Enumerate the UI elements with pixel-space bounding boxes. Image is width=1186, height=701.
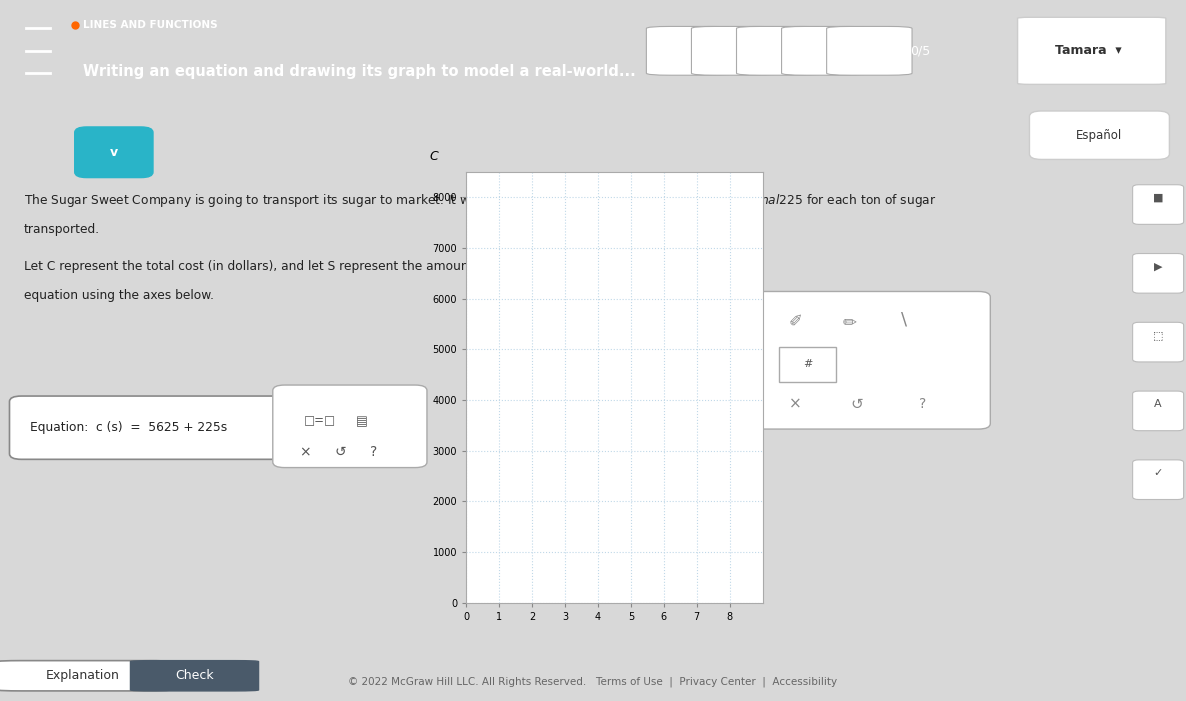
Text: ↺: ↺	[850, 397, 863, 411]
Text: ⬚: ⬚	[1153, 330, 1163, 341]
Text: ✏: ✏	[842, 313, 856, 331]
Text: C: C	[429, 150, 438, 163]
FancyBboxPatch shape	[273, 385, 427, 468]
FancyBboxPatch shape	[1133, 460, 1184, 500]
FancyBboxPatch shape	[753, 292, 990, 429]
Text: equation using the axes below.: equation using the axes below.	[24, 289, 213, 302]
Text: © 2022 McGraw Hill LLC. All Rights Reserved.   Terms of Use  |  Privacy Center  : © 2022 McGraw Hill LLC. All Rights Reser…	[349, 676, 837, 687]
FancyBboxPatch shape	[782, 27, 867, 75]
FancyBboxPatch shape	[130, 660, 259, 691]
Text: Writing an equation and drawing its graph to model a real-world...: Writing an equation and drawing its grap…	[83, 64, 636, 79]
Text: ?: ?	[919, 397, 926, 411]
Text: Tamara  ▾: Tamara ▾	[1056, 44, 1122, 57]
Text: ↺: ↺	[334, 445, 346, 459]
Text: ✓: ✓	[1154, 468, 1162, 478]
FancyBboxPatch shape	[779, 346, 836, 382]
Text: transported.: transported.	[24, 224, 100, 236]
Text: #: #	[803, 359, 812, 369]
FancyBboxPatch shape	[691, 27, 777, 75]
Text: 0/5: 0/5	[910, 44, 930, 57]
FancyBboxPatch shape	[737, 27, 822, 75]
Text: v: v	[110, 146, 117, 158]
FancyBboxPatch shape	[1029, 111, 1169, 159]
Text: ×: ×	[789, 397, 802, 411]
Text: □=□: □=□	[304, 414, 336, 428]
Text: Explanation: Explanation	[46, 669, 120, 682]
Text: ?: ?	[370, 445, 377, 459]
FancyBboxPatch shape	[75, 127, 153, 177]
FancyBboxPatch shape	[1133, 185, 1184, 224]
Text: A: A	[1154, 400, 1162, 409]
Text: Let C represent the total cost (in dollars), and let S represent the amount of s: Let C represent the total cost (in dolla…	[24, 260, 722, 273]
FancyBboxPatch shape	[1018, 18, 1166, 84]
FancyBboxPatch shape	[1133, 254, 1184, 293]
FancyBboxPatch shape	[0, 660, 170, 691]
Text: Español: Español	[1077, 129, 1122, 142]
Text: LINES AND FUNCTIONS: LINES AND FUNCTIONS	[83, 20, 218, 30]
Text: ×: ×	[299, 445, 311, 459]
Text: ▤: ▤	[356, 416, 368, 428]
FancyBboxPatch shape	[1133, 391, 1184, 430]
FancyBboxPatch shape	[646, 27, 732, 75]
Text: ✐: ✐	[789, 313, 803, 331]
FancyBboxPatch shape	[1133, 322, 1184, 362]
Text: \: \	[901, 310, 907, 328]
Text: ■: ■	[1153, 193, 1163, 203]
FancyBboxPatch shape	[827, 27, 912, 75]
Text: The Sugar Sweet Company is going to transport its sugar to market. It will cost : The Sugar Sweet Company is going to tran…	[24, 192, 936, 209]
FancyBboxPatch shape	[9, 396, 288, 459]
Text: ▶: ▶	[1154, 261, 1162, 272]
Text: Check: Check	[176, 669, 213, 682]
Text: Equation:  c (s)  =  5625 + 225s: Equation: c (s) = 5625 + 225s	[30, 421, 227, 435]
